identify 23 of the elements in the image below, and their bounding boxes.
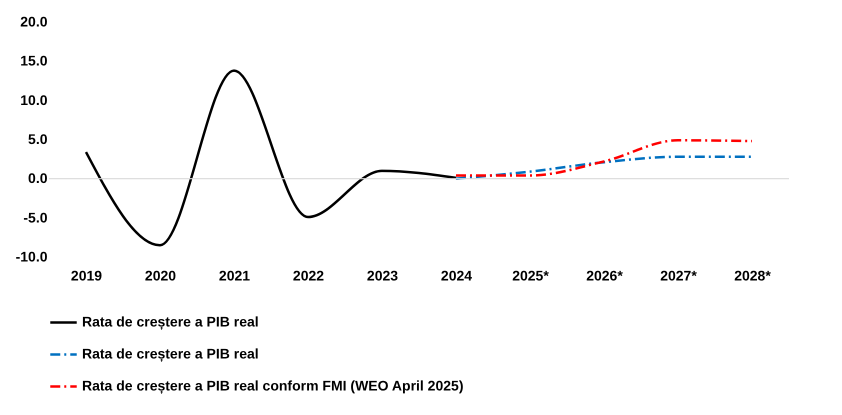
line-series [84,69,458,246]
x-tick-label: 2024 [440,268,472,284]
x-tick-label: 2025* [512,268,550,284]
x-tick-label: 2019 [70,268,102,284]
y-tick-label: -5.0 [23,209,48,226]
y-tick-label: 0.0 [28,170,48,186]
line-series [454,155,754,180]
x-tick-label: 2022 [292,268,324,284]
x-tick-label: 2020 [144,268,176,284]
legend-label: Rata de creștere a PIB real [82,346,259,362]
x-tick-label: 2027* [660,268,698,284]
y-tick-label: 15.0 [20,52,48,69]
x-tick-label: 2021 [218,268,250,284]
y-tick-label: 5.0 [28,131,48,147]
x-tick-label: 2028* [734,268,772,284]
x-tick-label: 2023 [366,268,398,284]
legend-label: Rata de creștere a PIB real [82,314,259,330]
y-tick-label: -10.0 [16,248,48,264]
line-series [454,139,754,177]
y-tick-label: 20.0 [20,14,48,30]
y-tick-label: 10.0 [20,92,48,108]
legend-label: Rata de creștere a PIB real conform FMI (WEO April 2025) [82,378,464,394]
x-tick-label: 2026* [586,268,624,284]
